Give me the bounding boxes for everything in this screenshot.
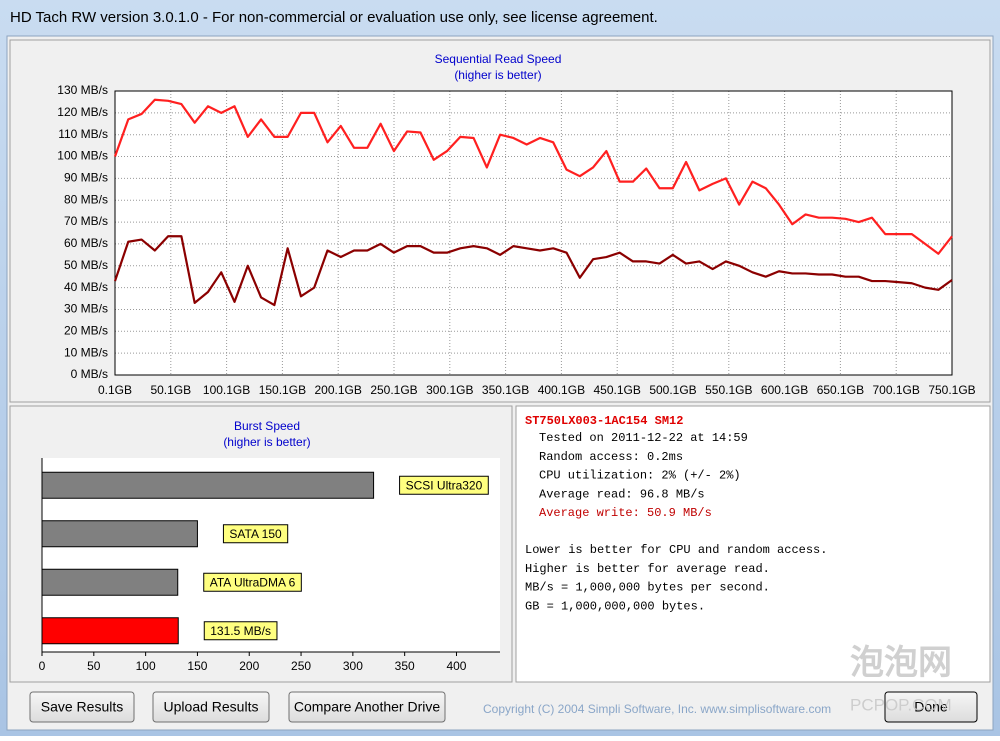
plot-area	[115, 91, 952, 375]
button-label[interactable]: Compare Another Drive	[294, 699, 441, 715]
x-tick-label: 650.1GB	[817, 383, 864, 397]
chart-title: Sequential Read Speed	[435, 52, 562, 66]
x-tick-label: 200	[239, 659, 259, 673]
x-tick-label: 350	[395, 659, 415, 673]
note: Higher is better for average read.	[525, 562, 770, 576]
x-tick-label: 400.1GB	[538, 383, 585, 397]
note: Lower is better for CPU and random acces…	[525, 543, 827, 557]
bar-label: SATA 150	[229, 527, 282, 541]
bar-label-box	[203, 572, 302, 592]
bar	[41, 568, 179, 596]
bar	[41, 617, 179, 645]
info-panel	[515, 405, 991, 683]
watermark: PCPOP.COM	[850, 695, 952, 714]
bar-label: SCSI Ultra320	[406, 478, 483, 492]
button[interactable]	[29, 691, 135, 723]
x-tick-label: 50	[87, 659, 101, 673]
series-line	[113, 98, 953, 255]
x-tick-label: 300	[343, 659, 363, 673]
test-info: Tested on 2011-12-22 at 14:59	[539, 431, 748, 445]
chart-title: Burst Speed	[234, 419, 300, 433]
plot-border	[114, 90, 953, 376]
y-tick-label: 20 MB/s	[64, 323, 108, 337]
bar-label: 131.5 MB/s	[210, 624, 271, 638]
test-info: Average write: 50.9 MB/s	[539, 506, 712, 520]
chart-subtitle: (higher is better)	[454, 68, 541, 82]
read-chart: Sequential Read Speed (higher is better) 0…	[57, 52, 975, 397]
y-tick-label: 110 MB/s	[58, 127, 108, 141]
x-tick-label: 450.1GB	[594, 383, 641, 397]
y-tick-label: 0 MB/s	[71, 367, 108, 381]
x-tick-label: 550.1GB	[705, 383, 752, 397]
button[interactable]	[288, 691, 446, 723]
note: MB/s = 1,000,000 bytes per second.	[525, 581, 770, 595]
x-tick-label: 0.1GB	[98, 383, 132, 397]
x-tick-label: 250.1GB	[370, 383, 417, 397]
y-tick-label: 130 MB/s	[57, 83, 108, 97]
y-tick-label: 100 MB/s	[57, 149, 108, 163]
x-tick-label: 100.1GB	[203, 383, 250, 397]
y-tick-label: 70 MB/s	[64, 214, 108, 228]
controls: Save Results Upload Results Compare Anothe…	[29, 644, 978, 723]
test-info: Random access: 0.2ms	[539, 450, 683, 464]
x-tick-label: 350.1GB	[482, 383, 529, 397]
bar-label-box	[222, 524, 289, 544]
info: ST750LX003-1AC154 SM12 Tested on 2011-12-…	[525, 414, 827, 613]
x-tick-label: 150.1GB	[259, 383, 306, 397]
x-tick-label: 250	[291, 659, 311, 673]
watermark: 泡泡网	[850, 644, 952, 682]
x-tick-label: 400	[446, 659, 466, 673]
x-tick-label: 200.1GB	[315, 383, 362, 397]
test-info: CPU utilization: 2% (+/- 2%)	[539, 469, 741, 483]
bar	[41, 471, 375, 499]
y-tick-label: 10 MB/s	[64, 345, 108, 359]
copyright: Copyright (C) 2004 Simpli Software, Inc.…	[483, 702, 831, 716]
x-tick-label: 750.1GB	[928, 383, 975, 397]
y-tick-label: 80 MB/s	[64, 192, 108, 206]
drive-name: ST750LX003-1AC154 SM12	[525, 414, 683, 428]
burst-chart: Burst Speed (higher is better) 0 50 100 150 20…	[39, 419, 500, 673]
x-tick-label: 50.1GB	[150, 383, 191, 397]
y-tick-label: 30 MB/s	[64, 302, 108, 316]
window-title: HD Tach RW version 3.0.1.0 - For non-com…	[10, 9, 658, 26]
bar-label: ATA UltraDMA 6	[210, 575, 296, 589]
y-tick-label: 40 MB/s	[64, 280, 108, 294]
test-info: Average read: 96.8 MB/s	[539, 487, 705, 501]
y-tick-label: 120 MB/s	[57, 105, 108, 119]
x-tick-label: 600.1GB	[761, 383, 808, 397]
y-tick-label: 60 MB/s	[64, 236, 108, 250]
button[interactable]	[152, 691, 270, 723]
series-line	[113, 235, 953, 307]
x-tick-label: 0	[39, 659, 46, 673]
bar	[41, 520, 198, 548]
button[interactable]	[884, 691, 978, 723]
x-tick-label: 300.1GB	[426, 383, 473, 397]
y-tick-label: 50 MB/s	[64, 258, 108, 272]
chart-subtitle: (higher is better)	[223, 435, 310, 449]
bar-label-box	[399, 475, 489, 495]
x-tick-label: 100	[136, 659, 156, 673]
y-tick-label: 90 MB/s	[64, 171, 108, 185]
button-label[interactable]: Save Results	[41, 699, 123, 715]
button-label[interactable]: Done	[914, 699, 948, 715]
button-label[interactable]: Upload Results	[164, 699, 259, 715]
x-tick-label: 150	[187, 659, 207, 673]
bar-label-box	[203, 621, 278, 641]
note: GB = 1,000,000,000 bytes.	[525, 599, 705, 613]
x-tick-label: 700.1GB	[873, 383, 920, 397]
x-tick-label: 500.1GB	[649, 383, 696, 397]
